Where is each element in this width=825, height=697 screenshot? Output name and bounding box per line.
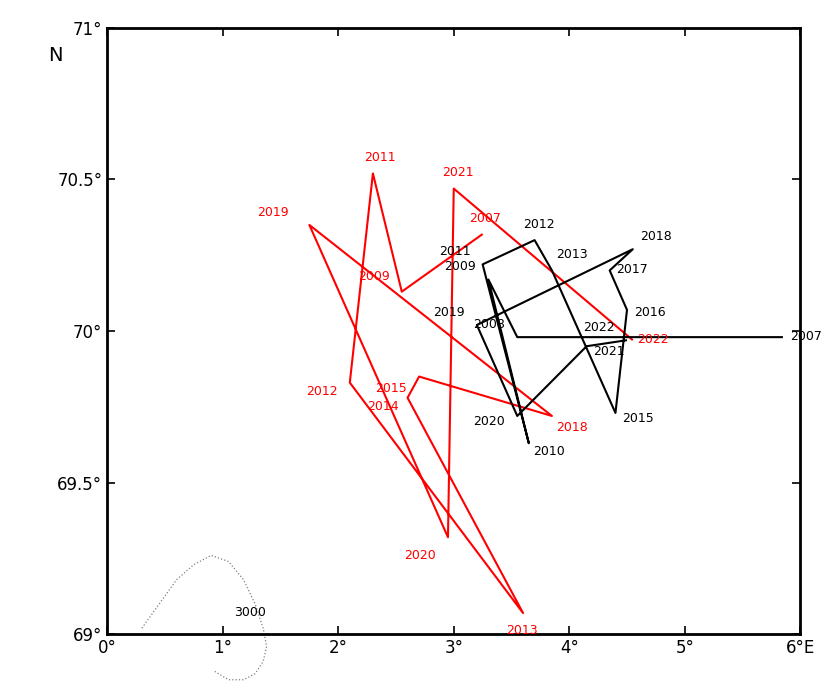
Text: 2021: 2021 <box>593 345 625 358</box>
Text: N: N <box>49 46 63 65</box>
Text: 2015: 2015 <box>622 412 654 425</box>
Text: 2019: 2019 <box>433 306 464 319</box>
Text: 2018: 2018 <box>557 421 588 434</box>
Text: 2017: 2017 <box>616 263 648 277</box>
Text: 2007: 2007 <box>790 330 822 343</box>
Text: 2020: 2020 <box>404 549 436 562</box>
Text: 2010: 2010 <box>534 445 565 459</box>
Text: 2015: 2015 <box>375 382 407 395</box>
Text: 2012: 2012 <box>306 385 337 398</box>
Text: 2020: 2020 <box>474 415 505 428</box>
Text: 2011: 2011 <box>364 151 395 164</box>
Text: 2008: 2008 <box>474 318 505 331</box>
Text: 2019: 2019 <box>257 206 289 219</box>
Text: 2007: 2007 <box>469 212 501 225</box>
Text: 2018: 2018 <box>639 230 672 243</box>
Text: 2012: 2012 <box>523 218 554 231</box>
Text: 2014: 2014 <box>367 400 398 413</box>
Text: 2011: 2011 <box>439 245 470 259</box>
Text: 3000: 3000 <box>234 606 266 619</box>
Text: 2009: 2009 <box>358 270 389 282</box>
Text: 2016: 2016 <box>634 306 666 319</box>
Text: 2013: 2013 <box>557 248 588 261</box>
Text: 2021: 2021 <box>442 167 474 179</box>
Text: 2013: 2013 <box>506 625 537 637</box>
Text: 2009: 2009 <box>445 261 476 273</box>
Text: 2022: 2022 <box>583 321 615 334</box>
Text: 2022: 2022 <box>638 333 669 346</box>
